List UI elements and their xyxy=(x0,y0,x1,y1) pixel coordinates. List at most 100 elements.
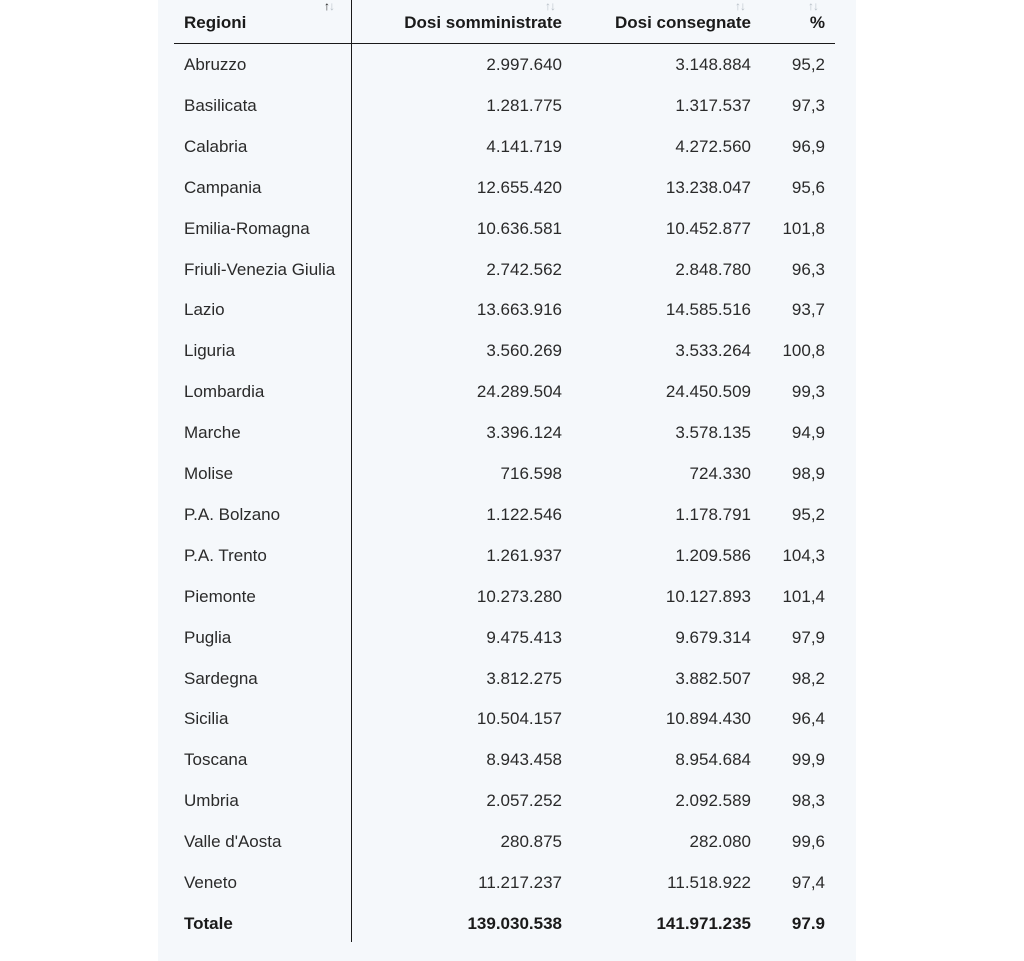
percent-cell: 96,3 xyxy=(791,259,825,279)
percent-cell: 94,9 xyxy=(791,423,825,443)
delivered-cell: 11.518.922 xyxy=(667,873,751,892)
administered-cell: 9.475.413 xyxy=(486,627,562,647)
delivered-cell: 1.317.537 xyxy=(675,95,751,115)
region-cell: Emilia-Romagna xyxy=(184,218,310,238)
delivered-cell: 14.585.516 xyxy=(665,300,751,320)
administered-cell: 3.560.269 xyxy=(486,341,562,361)
table-row: Sicilia 10.504.157 10.894.430 96,4 xyxy=(0,698,1024,739)
administered-cell: 2.057.252 xyxy=(486,791,562,811)
delivered-cell: 3.533.264 xyxy=(675,341,751,361)
delivered-cell: 4.272.560 xyxy=(675,136,751,156)
administered-cell: 280.875 xyxy=(500,832,562,852)
administered-cell: 1.122.546 xyxy=(486,504,562,524)
delivered-cell: 3.148.884 xyxy=(675,55,751,74)
percent-cell: 98,9 xyxy=(791,464,825,483)
percent-cell: 99,9 xyxy=(791,750,825,770)
table-row: P.A. Trento 1.261.937 1.209.586 104,3 xyxy=(0,535,1024,576)
table-row: Emilia-Romagna 10.636.581 10.452.877 101,8 xyxy=(0,208,1024,249)
percent-cell: 97,9 xyxy=(791,627,825,647)
table-row: Liguria 3.560.269 3.533.264 100,8 xyxy=(0,330,1024,371)
region-cell: Marche xyxy=(184,423,241,443)
delivered-cell: 10.127.893 xyxy=(665,586,751,606)
table-row: Lazio 13.663.916 14.585.516 93,7 xyxy=(0,289,1024,330)
percent-cell: 96,4 xyxy=(791,709,825,729)
header-percent[interactable]: % xyxy=(809,13,825,32)
delivered-cell: 2.092.589 xyxy=(675,791,751,811)
header-regioni[interactable]: Regioni xyxy=(184,13,247,32)
percent-cell: 97.9 xyxy=(791,913,825,933)
region-cell: Totale xyxy=(184,913,233,933)
percent-cell: 100,8 xyxy=(782,341,825,361)
administered-cell: 24.289.504 xyxy=(476,382,562,402)
region-cell: Sicilia xyxy=(184,709,229,729)
percent-cell: 98,2 xyxy=(791,668,825,688)
administered-cell: 11.217.237 xyxy=(478,873,562,892)
administered-cell: 10.636.581 xyxy=(476,218,562,238)
region-cell: P.A. Trento xyxy=(184,545,267,565)
header-divider xyxy=(174,43,835,44)
percent-cell: 101,8 xyxy=(782,218,825,238)
region-cell: P.A. Bolzano xyxy=(184,504,281,524)
delivered-cell: 13.238.047 xyxy=(665,177,751,197)
delivered-cell: 1.209.586 xyxy=(675,545,751,565)
table-row: Calabria 4.141.719 4.272.560 96,9 xyxy=(0,126,1024,167)
percent-cell: 93,7 xyxy=(791,300,825,320)
administered-cell: 2.742.562 xyxy=(486,259,562,279)
administered-cell: 3.812.275 xyxy=(486,668,562,688)
table-row: P.A. Bolzano 1.122.546 1.178.791 95,2 xyxy=(0,494,1024,535)
delivered-cell: 10.894.430 xyxy=(665,709,751,729)
percent-cell: 97,4 xyxy=(791,873,825,892)
table-total-row: Totale 139.030.538 141.971.235 97.9 xyxy=(0,903,1024,944)
percent-cell: 96,9 xyxy=(791,136,825,156)
table-row: Toscana 8.943.458 8.954.684 99,9 xyxy=(0,739,1024,780)
delivered-cell: 282.080 xyxy=(689,832,751,852)
administered-cell: 1.281.775 xyxy=(486,95,562,115)
table-row: Valle d'Aosta 280.875 282.080 99,6 xyxy=(0,821,1024,862)
region-cell: Puglia xyxy=(184,627,232,647)
delivered-cell: 2.848.780 xyxy=(675,259,751,279)
region-cell: Lazio xyxy=(184,300,225,320)
administered-cell: 1.261.937 xyxy=(486,545,562,565)
sort-percent-icon[interactable]: ↑↓ xyxy=(808,0,819,13)
administered-cell: 3.396.124 xyxy=(486,423,562,443)
table-row: Puglia 9.475.413 9.679.314 97,9 xyxy=(0,617,1024,658)
administered-cell: 716.598 xyxy=(500,464,562,483)
table-row: Abruzzo 2.997.640 3.148.884 95,2 xyxy=(0,44,1024,85)
delivered-cell: 3.578.135 xyxy=(675,423,751,443)
administered-cell: 8.943.458 xyxy=(486,750,562,770)
region-cell: Valle d'Aosta xyxy=(184,832,282,852)
administered-cell: 13.663.916 xyxy=(476,300,562,320)
region-cell: Campania xyxy=(184,177,262,197)
region-cell: Sardegna xyxy=(184,668,258,688)
delivered-cell: 1.178.791 xyxy=(675,504,751,524)
region-cell: Piemonte xyxy=(184,586,256,606)
region-cell: Liguria xyxy=(184,341,236,361)
table-row: Sardegna 3.812.275 3.882.507 98,2 xyxy=(0,658,1024,699)
region-cell: Abruzzo xyxy=(184,55,247,74)
percent-cell: 99,6 xyxy=(791,832,825,852)
percent-cell: 95,2 xyxy=(791,55,825,74)
header-dosi-somministrate[interactable]: Dosi somministrate xyxy=(404,13,562,32)
region-cell: Molise xyxy=(184,464,234,483)
header-dosi-consegnate[interactable]: Dosi consegnate xyxy=(614,13,751,32)
table-row: Lombardia 24.289.504 24.450.509 99,3 xyxy=(0,371,1024,412)
percent-cell: 97,3 xyxy=(791,95,825,115)
percent-cell: 99,3 xyxy=(791,382,825,402)
table-row: Molise 716.598 724.330 98,9 xyxy=(0,453,1024,494)
region-cell: Calabria xyxy=(184,136,248,156)
sort-regioni-icon[interactable]: ↑↓ xyxy=(324,0,335,13)
delivered-cell: 8.954.684 xyxy=(675,750,751,770)
delivered-cell: 724.330 xyxy=(689,464,751,483)
region-cell: Basilicata xyxy=(184,95,257,115)
table-row: Marche 3.396.124 3.578.135 94,9 xyxy=(0,412,1024,453)
delivered-cell: 10.452.877 xyxy=(665,218,751,238)
administered-cell: 10.504.157 xyxy=(476,709,562,729)
administered-cell: 4.141.719 xyxy=(486,136,562,156)
region-cell: Veneto xyxy=(184,873,237,892)
delivered-cell: 9.679.314 xyxy=(675,627,751,647)
table-row: Piemonte 10.273.280 10.127.893 101,4 xyxy=(0,576,1024,617)
sort-somministrate-icon[interactable]: ↑↓ xyxy=(545,0,556,13)
sort-consegnate-icon[interactable]: ↑↓ xyxy=(735,0,746,13)
region-cell: Umbria xyxy=(184,791,239,811)
table-row: Veneto 11.217.237 11.518.922 97,4 xyxy=(0,862,1024,903)
